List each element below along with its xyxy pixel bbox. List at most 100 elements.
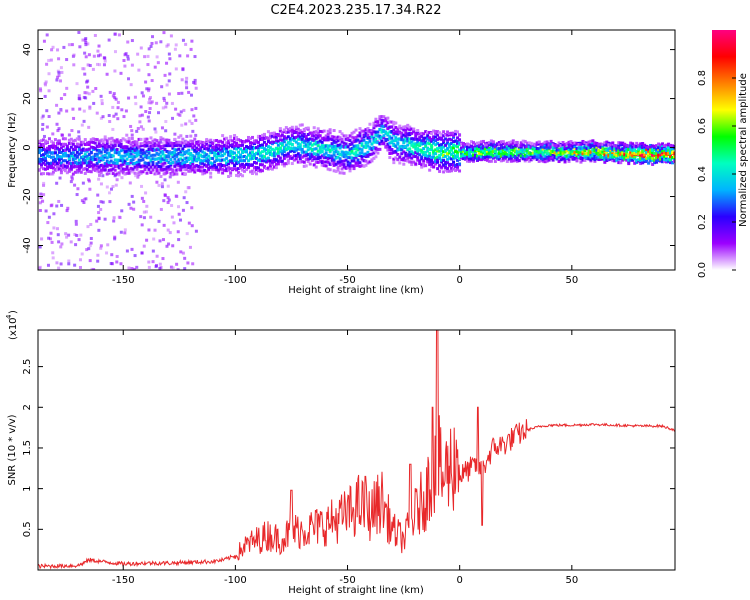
spectrogram-cell (99, 182, 103, 186)
spectrogram-cell (280, 149, 284, 153)
snr-series-line (38, 330, 675, 570)
spectrogram-cell (185, 86, 189, 90)
spectrogram-cell (49, 155, 53, 159)
spectrogram-cell (181, 67, 185, 71)
spectrogram-cell (211, 148, 215, 152)
spectrogram-cell (111, 161, 115, 165)
spectrogram-cell (115, 161, 119, 165)
spectrogram-cell (567, 148, 571, 152)
spectrogram-cell (462, 154, 466, 158)
spectrogram-cell (99, 139, 103, 143)
spectrogram-cell (167, 142, 171, 146)
spectrogram-cell (573, 141, 577, 145)
spectrogram-cell (410, 163, 414, 167)
spectrogram-cell (185, 144, 189, 148)
spectrogram-cell (543, 160, 547, 164)
spectrogram-cell (83, 167, 87, 171)
spectrogram-cell (173, 137, 177, 141)
spectrogram-cell (215, 165, 219, 169)
spectrogram-cell (105, 185, 109, 189)
spectrogram-cell (45, 172, 49, 176)
spectrogram-cell (432, 129, 436, 133)
spectrogram-cell (336, 160, 340, 164)
spectrogram-cell (105, 156, 109, 160)
spectrogram-cell (298, 160, 302, 164)
spectrogram-cell (266, 151, 270, 155)
spectrogram-cell (195, 152, 199, 156)
spectrogram-cell (127, 136, 131, 140)
spectrogram-cell (384, 138, 388, 142)
spectrogram-cell (213, 167, 217, 171)
spectrogram-cell (659, 153, 663, 157)
spectrogram-cell (87, 147, 91, 151)
spectrogram-cell (400, 135, 404, 139)
spectrogram-cell (42, 183, 46, 187)
spectrogram-cell (38, 141, 41, 145)
spectrogram-cell (101, 144, 105, 148)
spectrogram-cell (631, 154, 635, 158)
spectrogram-cell (129, 168, 133, 172)
spectrogram-cell (127, 155, 131, 159)
spectrogram-cell (414, 142, 418, 146)
spectrogram-cell (452, 131, 456, 135)
spectrogram-cell (233, 140, 237, 144)
spectrogram-cell (483, 151, 487, 155)
spectrogram-cell (170, 215, 174, 219)
spectrogram-cell (49, 166, 53, 170)
spectrogram-cell (250, 150, 254, 154)
spectrogram-cell (59, 109, 63, 113)
spectrogram-cell (316, 157, 320, 161)
spectrogram-cell (284, 162, 288, 166)
spectrogram-cell (294, 140, 298, 144)
spectrogram-cell (270, 131, 274, 135)
spectrogram-cell (336, 135, 340, 139)
spectrogram-cell (83, 153, 87, 157)
spectrogram-cell (360, 129, 364, 133)
spectrogram-cell (179, 134, 183, 138)
spectrogram-cell (115, 158, 119, 162)
spectrogram-cell (320, 163, 324, 167)
spectrogram-cell (448, 151, 452, 155)
spectrogram-cell (233, 167, 237, 171)
spectrogram-cell (270, 159, 274, 163)
spectrogram-cell (300, 123, 304, 127)
spectrogram-cell (247, 165, 251, 169)
spectrogram-cell (143, 151, 147, 155)
spectrogram-cell (338, 130, 342, 134)
spectrogram-cell (406, 139, 410, 143)
spectrogram-cell (597, 142, 601, 146)
spectrogram-cell (535, 146, 539, 150)
spectrogram-cell (282, 156, 286, 160)
spectrogram-cell (91, 146, 95, 150)
spectrogram-cell (388, 156, 392, 160)
spectrogram-cell (454, 154, 458, 158)
spectrogram-cell (77, 94, 81, 98)
spectrogram-cell (135, 167, 139, 171)
spectrogram-cell (147, 47, 151, 51)
spectrogram-cell (288, 138, 292, 142)
spectrogram-cell (181, 172, 185, 176)
spectrogram-cell (199, 159, 203, 163)
spectrogram-cell (132, 207, 136, 211)
spectrogram-cell (91, 140, 95, 144)
spectrogram-cell (254, 172, 258, 176)
spectrogram-cell (495, 154, 499, 158)
spectrogram-cell (84, 43, 88, 47)
spectrogram-cell (581, 146, 585, 150)
spectrogram-cell (541, 153, 545, 157)
spectrogram-cell (188, 119, 192, 123)
spectrogram-cell (637, 147, 641, 151)
spectrogram-cell (657, 153, 661, 157)
spectrogram-cell (302, 164, 306, 168)
spectrogram-cell (108, 120, 112, 124)
spectrogram-cell (131, 140, 135, 144)
spectrogram-cell (241, 155, 245, 159)
spectrogram-cell (252, 139, 256, 143)
spectrogram-cell (201, 172, 205, 176)
spectrogram-cell (241, 165, 245, 169)
spectrogram-cell (245, 139, 249, 143)
spectrogram-cell (326, 167, 330, 171)
spectrogram-cell (467, 153, 471, 157)
spectrogram-cell (310, 155, 314, 159)
